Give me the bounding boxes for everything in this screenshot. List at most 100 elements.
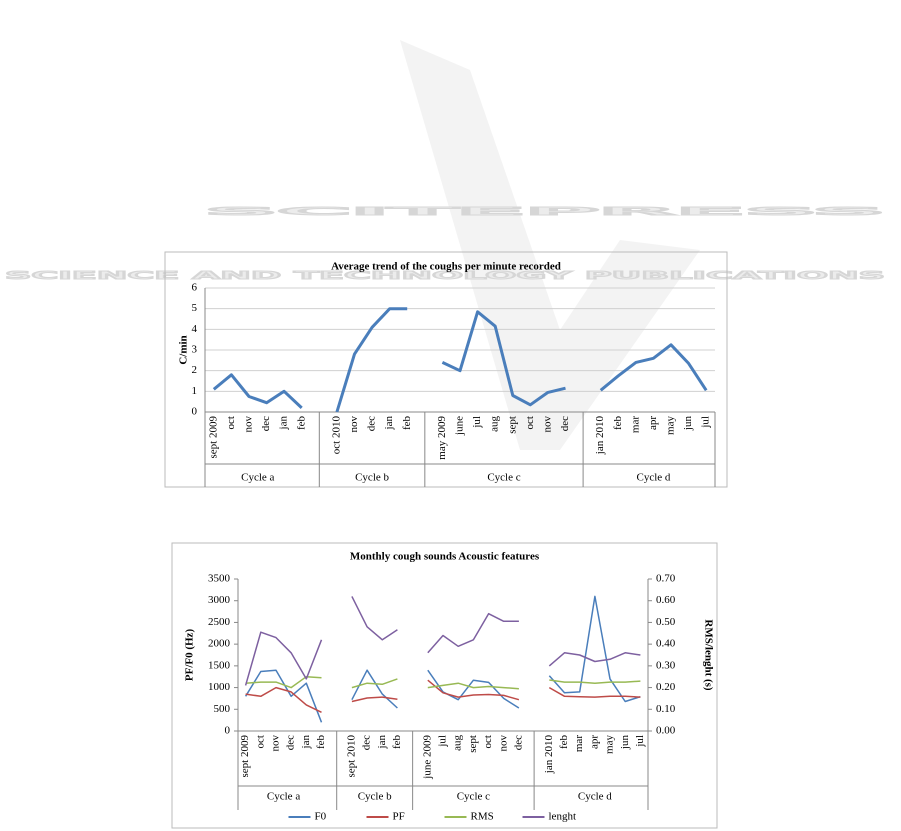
x-tick-label: dec [260,416,272,431]
series-line [245,675,641,690]
x-tick-label: nov [497,735,509,752]
x-tick-label: feb [295,416,307,431]
y-tick-label: 5 [192,302,198,314]
y-axis-label: PF/F0 (Hz) [184,629,196,682]
y-tick-label: 0 [192,406,198,418]
x-tick-label: jan 2010 [594,416,606,456]
watermark-shape [400,40,700,450]
x-tick-label: dec [361,735,373,750]
legend-label: F0 [315,811,327,823]
x-tick-label: jun [619,735,631,751]
y2-tick-label: 0.20 [656,681,676,693]
chart-frame [164,251,728,488]
x-tick-label: dec [559,416,571,431]
y-tick-label: 1 [192,385,198,397]
group-label: Cycle a [241,472,274,484]
y2-tick-label: 0.50 [656,616,676,628]
x-tick-label: feb [401,416,413,431]
x-tick-label: oct [225,416,237,429]
x-tick-label: jul [634,735,646,748]
x-tick-label: may 2009 [436,416,448,460]
x-tick-label: jan [383,416,395,431]
series-line [244,595,641,723]
x-tick-label: aug [452,735,464,751]
x-tick-label: sept 2009 [207,416,219,459]
x-tick-label: jul [471,416,483,429]
x-tick-label: oct 2010 [330,416,342,455]
x-tick-label: nov [541,416,553,433]
y2-tick-label: 0.00 [656,725,676,737]
x-tick-label: mar [573,735,585,752]
y-tick-label: 3500 [208,573,231,585]
x-tick-label: feb [391,735,403,750]
x-tick-label: jul [437,735,449,748]
x-tick-label: mar [629,416,641,433]
group-label: Cycle c [457,791,490,803]
chart-frame [171,542,718,829]
legend-label: lenght [549,811,577,823]
y-tick-label: 2 [192,364,198,376]
y-tick-label: 3000 [208,594,231,606]
y-tick-label: 2500 [208,616,231,628]
x-tick-label: sept [467,735,479,753]
watermark-subtitle: SCIENCE AND TECHNOLOGY PUBLICATIONS [5,269,885,282]
x-tick-label: sept 2009 [239,735,251,778]
x-tick-label: dec [512,735,524,750]
y2-axis-label: RMS/lenght (s) [702,619,714,691]
y-tick-label: 4 [192,323,198,335]
x-tick-label: jan [376,735,388,750]
x-tick-label: sept 2010 [345,735,357,778]
watermark-title: SCITEPRESS [205,205,886,218]
x-tick-label: june [454,416,466,436]
series-line [244,596,641,686]
legend-label: PF [393,811,405,823]
x-tick-label: jul [700,416,712,429]
group-label: Cycle b [358,791,392,803]
x-tick-label: apr [647,416,659,430]
chart-title: Average trend of the coughs per minute r… [331,261,561,273]
x-tick-label: oct [254,735,266,748]
y-tick-label: 500 [214,703,231,715]
x-tick-label: feb [315,735,327,750]
group-label: Cycle b [355,472,389,484]
x-tick-label: nov [269,735,281,752]
x-tick-label: jan [300,735,312,750]
x-tick-label: oct [482,735,494,748]
x-tick-label: jun [682,416,694,432]
y-tick-label: 1000 [208,681,231,693]
x-tick-label: feb [612,416,624,431]
y2-tick-label: 0.10 [656,703,676,715]
x-tick-label: nov [348,416,360,433]
group-label: Cycle c [487,472,520,484]
y-tick-label: 0 [225,725,231,737]
x-tick-label: feb [558,735,570,750]
y2-tick-label: 0.30 [656,659,676,671]
x-tick-label: dec [366,416,378,431]
y2-tick-label: 0.70 [656,573,676,585]
y2-tick-label: 0.60 [656,594,676,606]
group-label: Cycle d [578,791,612,803]
series-line [212,307,708,413]
x-tick-label: jan [278,416,290,431]
x-tick-label: dec [285,735,297,750]
x-tick-label: aug [489,416,501,432]
x-tick-label: nov [242,416,254,433]
x-tick-label: may [665,416,677,435]
x-tick-label: jan 2010 [543,735,555,775]
group-label: Cycle a [267,791,300,803]
x-tick-label: apr [588,735,600,749]
x-tick-label: may [604,735,616,754]
chart-title: Monthly cough sounds Acoustic features [350,551,540,563]
group-label: Cycle d [636,472,670,484]
y2-tick-label: 0.40 [656,638,676,650]
y-tick-label: 3 [192,344,198,356]
y-axis-label: C/min [178,335,190,364]
y-tick-label: 2000 [208,638,231,650]
x-tick-label: june 2009 [421,735,433,780]
x-tick-label: oct [524,416,536,429]
series-line [245,679,641,713]
x-tick-label: sept [506,416,518,434]
legend-label: RMS [471,811,494,823]
y-tick-label: 1500 [208,659,231,671]
